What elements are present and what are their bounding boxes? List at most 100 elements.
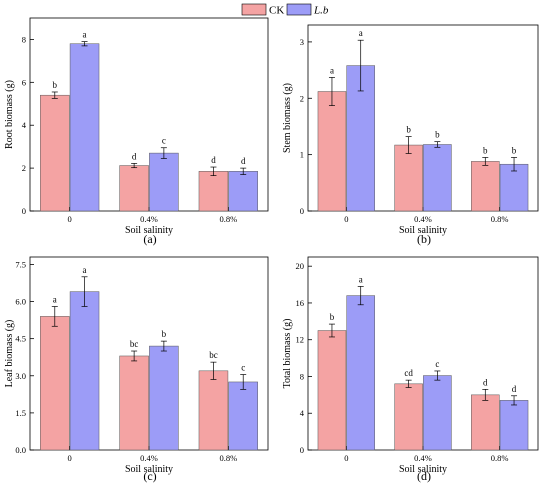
panels: 0 2 4 6 8 0 b a 0.4% d c 0.8% d d Soil salinity Root bi…: [4, 17, 539, 483]
panel-d-ytick-label: 20: [296, 261, 305, 271]
panel-c-significance-label: bc: [130, 339, 139, 349]
panel-d-significance-label: cd: [404, 368, 413, 378]
panel-c-ylabel: Leaf biomass (g): [4, 320, 15, 388]
panel-d-bar-ck: [471, 394, 500, 451]
legend: CK L.b: [241, 3, 329, 17]
panel-a-ytick-label: 6: [22, 77, 26, 87]
panel-a-bar-lb: [149, 152, 179, 212]
panel-d-bar-lb: [499, 400, 529, 451]
panel-b-bar-ck: [471, 161, 500, 212]
panel-c-bar-ck: [40, 316, 70, 451]
panel-b-significance-label: b: [406, 125, 411, 135]
panel-c-xlabel: Soil salinity: [125, 464, 173, 475]
panel-a-ytick-label: 2: [22, 163, 26, 173]
panel-a-bar-lb: [69, 43, 100, 212]
panel-d-ytick-label: 12: [296, 335, 305, 345]
panel-c-xtick-label: 0: [68, 453, 72, 463]
panel-a-ylabel: Root biomass (g): [4, 80, 15, 149]
panel-d-bar-ck: [394, 383, 423, 451]
panel-a-significance-label: b: [53, 80, 58, 90]
panel-d-significance-label: d: [512, 384, 517, 394]
panel-b-tag: (b): [417, 232, 431, 246]
panel-d-bar-lb: [346, 295, 375, 451]
panel-b-ylabel: Stem biomass (g): [282, 83, 293, 153]
panel-b-significance-label: b: [483, 145, 488, 155]
panel-d-xlabel: Soil salinity: [399, 464, 447, 475]
panel-a-ytick-label: 8: [22, 34, 26, 44]
panel-b-bar-ck: [394, 144, 423, 212]
panel-b-xtick-label: 0.8%: [491, 214, 509, 224]
panel-c-significance-label: a: [53, 294, 57, 304]
panel-a-bar-lb: [228, 171, 258, 212]
panel-c-ytick-label: 6.0: [15, 297, 26, 307]
legend-swatch-lb: [286, 3, 312, 16]
panel-a-bar-ck: [40, 94, 70, 212]
panel-d-significance-label: a: [359, 274, 363, 284]
panel-c-bar-ck: [119, 355, 149, 451]
panel-c-xtick-label: 0.4%: [140, 453, 158, 463]
panel-d-xtick-label: 0: [344, 453, 348, 463]
panel-b-significance-label: a: [330, 65, 334, 75]
panel-d: 0 4 8 12 16 20 0 b a 0.4% cd c 0.8% d d Soil salinity To…: [282, 256, 539, 483]
panel-b-significance-label: a: [359, 28, 363, 38]
panel-b-bar-lb: [423, 144, 452, 212]
panel-a-significance-label: d: [132, 151, 137, 161]
panel-c-significance-label: a: [83, 265, 87, 275]
panel-b-ytick-label: 2: [300, 93, 304, 103]
panel-b-ytick-label: 1: [300, 150, 304, 160]
panel-c-significance-label: bc: [209, 350, 218, 360]
panel-d-ytick-label: 16: [296, 298, 305, 308]
panel-a-significance-label: c: [162, 136, 166, 146]
panel-d-xtick-label: 0.8%: [491, 453, 509, 463]
panel-c-xtick-label: 0.8%: [219, 453, 237, 463]
panel-c-ytick-label: 4.5: [15, 334, 26, 344]
panel-d-bar-lb: [423, 375, 452, 451]
panel-c-bar-ck: [198, 370, 229, 451]
panel-c-tag: (c): [143, 469, 156, 483]
panel-a-tag: (a): [143, 232, 156, 246]
panel-d-bar-ck: [317, 330, 347, 451]
panel-b-xtick-label: 0: [344, 214, 348, 224]
panel-a-bar-ck: [198, 171, 229, 212]
panel-c-significance-label: b: [162, 329, 167, 339]
panel-a-significance-label: d: [241, 156, 246, 166]
panel-d-significance-label: b: [330, 312, 335, 322]
panel-c-ytick-label: 3.0: [15, 371, 26, 381]
panel-c-ytick-label: 0.0: [15, 445, 26, 455]
panel-b-xtick-label: 0.4%: [414, 214, 432, 224]
panel-b-bar-lb: [499, 163, 529, 212]
panel-a: 0 2 4 6 8 0 b a 0.4% d c 0.8% d d Soil salinity Root bi…: [4, 17, 269, 246]
panel-a-bar-ck: [119, 165, 149, 212]
panel-d-ylabel: Total biomass (g): [282, 319, 293, 389]
panel-b-ytick-label: 0: [300, 206, 304, 216]
panel-a-ytick-label: 0: [22, 206, 26, 216]
panel-c-bar-lb: [228, 381, 258, 451]
legend-label-ck: CK: [269, 5, 284, 17]
panel-c: 0.0 1.5 3.0 4.5 6.0 7.5 0 a a 0.4% bc b 0.8% bc c Soil …: [4, 256, 269, 483]
legend-swatch-ck: [241, 3, 267, 16]
panel-c-bar-lb: [149, 345, 179, 451]
panel-a-xtick-label: 0.4%: [140, 214, 158, 224]
panel-c-ytick-label: 7.5: [15, 259, 26, 269]
panel-a-xlabel: Soil salinity: [125, 225, 173, 236]
panel-c-bar-lb: [69, 291, 100, 451]
panel-b: 0 1 2 3 0 a a 0.4% b b 0.8% b b Soil salinity Stem bio…: [282, 24, 539, 246]
panel-b-xlabel: Soil salinity: [399, 225, 447, 236]
panel-b-ytick-label: 3: [300, 37, 304, 47]
panel-d-xtick-label: 0.4%: [414, 453, 432, 463]
panel-d-ytick-label: 4: [300, 408, 305, 418]
panel-b-significance-label: b: [435, 130, 440, 140]
panel-c-ytick-label: 1.5: [15, 408, 26, 418]
legend-label-lb: L.b: [313, 5, 329, 17]
panel-a-ytick-label: 4: [22, 120, 27, 130]
panel-d-tag: (d): [417, 469, 431, 483]
panel-b-significance-label: b: [512, 145, 517, 155]
panel-d-ytick-label: 8: [300, 371, 304, 381]
panel-d-ytick-label: 0: [300, 445, 304, 455]
panel-c-significance-label: c: [241, 363, 245, 373]
panel-d-significance-label: d: [483, 377, 488, 387]
panel-a-xtick-label: 0: [68, 214, 72, 224]
panel-a-xtick-label: 0.8%: [219, 214, 237, 224]
